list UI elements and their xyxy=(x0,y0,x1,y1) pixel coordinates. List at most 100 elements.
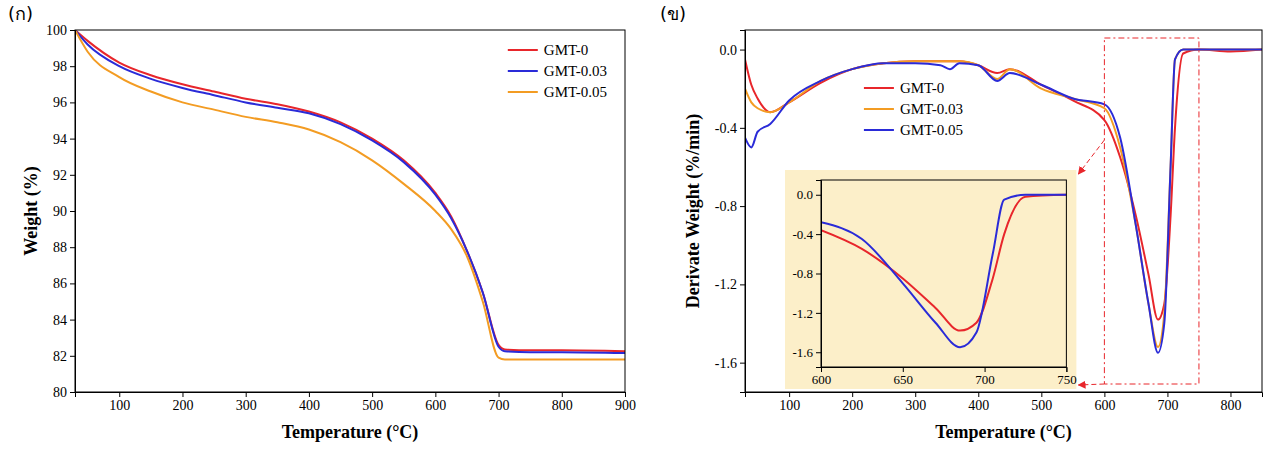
legend-entry: GMT-0.05 xyxy=(508,84,607,100)
tick-label: 800 xyxy=(552,398,573,413)
zoom-arrow xyxy=(1078,140,1104,174)
legend-label: GMT-0.05 xyxy=(900,122,963,138)
tick: 800 xyxy=(552,392,573,413)
tick: -0.4 xyxy=(715,121,745,136)
tick-mark xyxy=(70,211,75,212)
tick-label: 100 xyxy=(779,398,800,413)
y-axis: 0.0-0.4-0.8-1.2-1.6 xyxy=(715,31,746,393)
tick-label: 900 xyxy=(615,398,636,413)
tick-label: 88 xyxy=(53,240,67,255)
axis-line xyxy=(746,393,1263,398)
tick: 300 xyxy=(905,392,926,413)
tick-label: 92 xyxy=(53,168,67,183)
tick-label: 90 xyxy=(53,204,67,219)
plot-area xyxy=(821,195,1066,348)
tick: 200 xyxy=(172,392,193,413)
tick: 96 xyxy=(53,95,75,110)
tick-mark xyxy=(70,356,75,357)
legend-entry: GMT-0.03 xyxy=(508,63,607,79)
tick: -0.4 xyxy=(792,227,821,242)
tick-label: 84 xyxy=(53,313,67,328)
tick-label: 80 xyxy=(53,385,67,400)
tick-mark xyxy=(182,392,183,397)
plot-frame xyxy=(75,30,625,392)
tick-label: 300 xyxy=(905,398,926,413)
x-axis-title: Temperature (°C) xyxy=(282,422,419,443)
x-axis: 100200300400500600700800900 xyxy=(76,392,637,413)
tick: 600 xyxy=(812,367,832,387)
tick: 100 xyxy=(109,392,130,413)
tick-label: 800 xyxy=(1220,398,1241,413)
tick-label: 600 xyxy=(1094,398,1115,413)
tick-mark xyxy=(372,392,373,397)
tick-mark xyxy=(1041,392,1042,397)
tick-mark xyxy=(740,50,745,51)
y-axis: 0.0-0.4-0.8-1.2-1.6 xyxy=(792,181,821,368)
tick-mark xyxy=(435,392,436,397)
zoom-arrow xyxy=(1078,384,1104,385)
axis-line xyxy=(816,181,822,368)
tick: 500 xyxy=(362,392,383,413)
legend-label: GMT-0.03 xyxy=(544,63,607,79)
tick-label: 86 xyxy=(53,276,67,291)
tick-mark xyxy=(70,392,75,393)
tick-label: 98 xyxy=(53,59,67,74)
tick-mark xyxy=(978,392,979,397)
legend-label: GMT-0 xyxy=(544,42,588,58)
tick: -1.6 xyxy=(792,345,821,360)
tick-mark xyxy=(816,195,821,196)
tick: 200 xyxy=(842,392,863,413)
tick-mark xyxy=(740,363,745,364)
legend: GMT-0GMT-0.03GMT-0.05 xyxy=(864,80,963,138)
tick-mark xyxy=(70,175,75,176)
tick: 700 xyxy=(489,392,510,413)
plot-area xyxy=(75,30,625,359)
legend: GMT-0 GMT-0.03 GMT-0.05 xyxy=(508,42,607,100)
tick-label: 200 xyxy=(842,398,863,413)
tick-mark xyxy=(246,392,247,397)
tick-label: 82 xyxy=(53,349,67,364)
tick: 700 xyxy=(975,367,995,387)
tick: 90 xyxy=(53,204,75,219)
tick-label: 600 xyxy=(425,398,446,413)
tick-label: -1.2 xyxy=(715,277,737,292)
plot-frame xyxy=(745,30,1262,392)
tick-mark xyxy=(70,320,75,321)
axis-line xyxy=(740,31,746,393)
data-line xyxy=(821,195,1066,348)
tick-mark xyxy=(70,66,75,67)
tick: 80 xyxy=(53,385,75,400)
tick-mark xyxy=(70,30,75,31)
tick-label: 600 xyxy=(812,372,832,387)
legend-entry: GMT-0.05 xyxy=(864,122,963,138)
tick: 86 xyxy=(53,276,75,291)
tick: 600 xyxy=(425,392,446,413)
data-line xyxy=(75,30,625,351)
tick-label: -1.6 xyxy=(715,356,737,371)
tick: 88 xyxy=(53,240,75,255)
tick: 0.0 xyxy=(797,187,821,202)
tick-label: 96 xyxy=(53,95,67,110)
tick-mark xyxy=(740,284,745,285)
tick-mark xyxy=(70,139,75,140)
tick-label: -1.2 xyxy=(792,306,813,321)
tick: 800 xyxy=(1220,392,1241,413)
axis-line xyxy=(822,368,1067,373)
zoom-box xyxy=(1104,38,1199,384)
legend-entry: GMT-0 xyxy=(864,80,944,96)
legend-swatch xyxy=(864,87,894,89)
x-axis-title: Temperature (°C) xyxy=(935,422,1072,443)
tick: -1.2 xyxy=(792,306,821,321)
tick: 300 xyxy=(236,392,257,413)
legend-swatch xyxy=(864,129,894,131)
x-axis: 600650700750 xyxy=(812,367,1077,387)
tick: 94 xyxy=(53,132,75,147)
x-axis: 100200300400500600700800 xyxy=(746,392,1263,413)
tick-label: -0.4 xyxy=(715,121,737,136)
chart-panel: 6006507007500.0-0.4-0.8-1.2-1.6 xyxy=(785,170,1077,389)
y-axis-title: Weight (%) xyxy=(21,166,42,256)
tick: 100 xyxy=(779,392,800,413)
figure: 1002003004005006007008009008082848688909… xyxy=(0,0,1276,453)
tick-mark xyxy=(70,283,75,284)
panel-letter: (ก) xyxy=(8,3,33,24)
